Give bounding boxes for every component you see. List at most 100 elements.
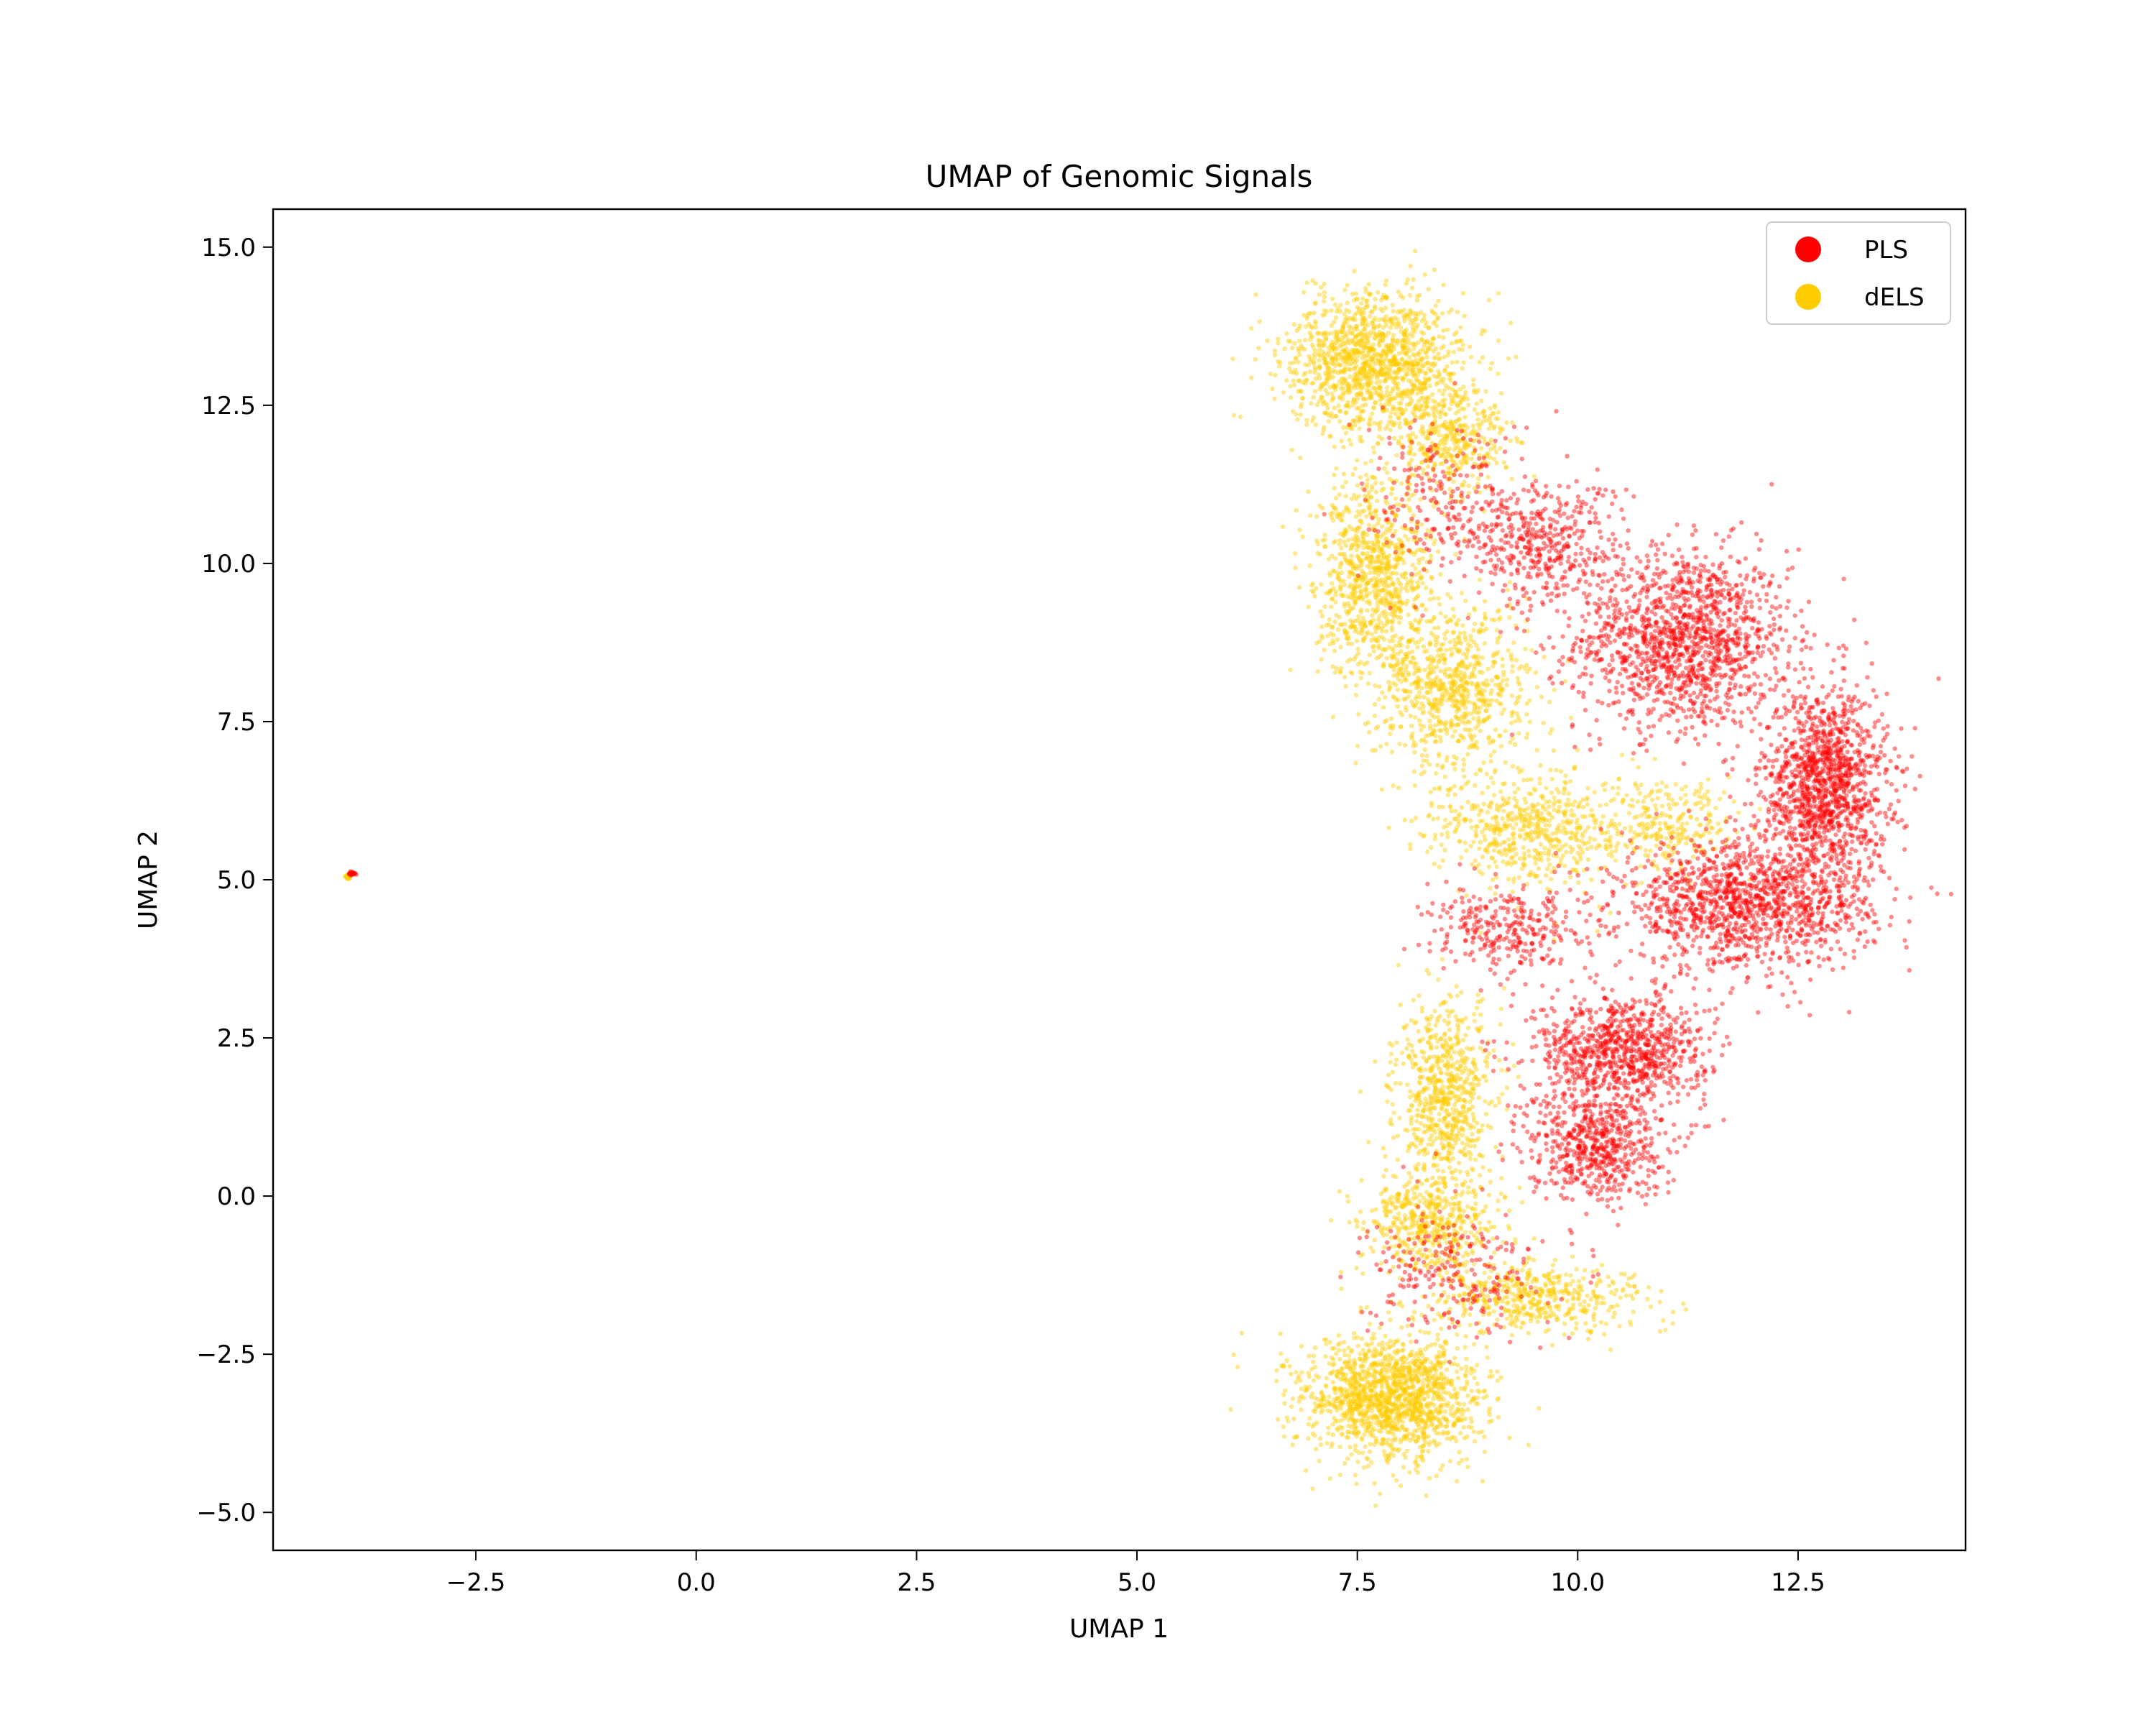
- scatter-point: [1400, 410, 1406, 415]
- scatter-point: [1353, 419, 1358, 424]
- scatter-point: [1445, 629, 1450, 634]
- scatter-point: [1395, 1133, 1401, 1138]
- scatter-point: [1404, 707, 1409, 713]
- scatter-point: [1447, 392, 1452, 397]
- scatter-point: [1397, 420, 1402, 426]
- scatter-point: [1561, 824, 1566, 830]
- scatter-point: [1396, 351, 1402, 356]
- scatter-point: [1480, 655, 1485, 660]
- scatter-point: [1379, 396, 1385, 401]
- scatter-point: [1554, 837, 1560, 842]
- scatter-point: [1404, 418, 1409, 423]
- scatter-point: [1404, 678, 1409, 683]
- scatter-point: [1333, 589, 1338, 594]
- scatter-point: [1473, 1207, 1478, 1212]
- scatter-point: [1437, 751, 1442, 757]
- scatter-point: [1405, 1148, 1411, 1154]
- scatter-point: [1315, 551, 1320, 556]
- scatter-point: [1519, 1200, 1525, 1205]
- scatter-point: [1436, 596, 1442, 601]
- scatter-point: [1432, 832, 1438, 838]
- scatter-point: [1348, 356, 1353, 362]
- scatter-point: [1461, 290, 1466, 296]
- scatter-point: [1441, 1169, 1446, 1174]
- scatter-point: [1340, 425, 1346, 430]
- scatter-point: [1544, 799, 1549, 805]
- scatter-point: [1445, 372, 1451, 377]
- scatter-point: [1533, 670, 1539, 675]
- scatter-point: [1555, 809, 1560, 814]
- scatter-point: [1371, 643, 1377, 649]
- scatter-point: [1399, 1050, 1405, 1056]
- scatter-point: [1441, 376, 1446, 382]
- scatter-point: [1309, 334, 1315, 340]
- scatter-point: [1369, 548, 1375, 553]
- scatter-point: [1465, 799, 1471, 805]
- scatter-point: [1513, 860, 1518, 865]
- scatter-point: [1329, 346, 1335, 352]
- scatter-point: [1348, 625, 1353, 630]
- scatter-point: [1381, 409, 1386, 414]
- scatter-point: [1359, 1178, 1364, 1183]
- scatter-point: [1332, 670, 1338, 675]
- scatter-point: [1521, 851, 1527, 856]
- scatter-point: [1428, 343, 1433, 348]
- scatter-point: [1529, 777, 1534, 782]
- scatter-point: [1514, 803, 1519, 809]
- scatter-point: [1512, 790, 1518, 795]
- scatter-point: [1429, 680, 1434, 686]
- scatter-point: [1442, 824, 1447, 830]
- scatter-point: [1411, 671, 1417, 676]
- scatter-point: [1608, 911, 1613, 916]
- scatter-point: [1417, 382, 1423, 387]
- scatter-point: [1417, 576, 1423, 581]
- scatter-point: [1325, 366, 1330, 371]
- scatter-point: [1539, 694, 1544, 699]
- scatter-point: [1367, 601, 1373, 607]
- scatter-point: [1340, 369, 1346, 374]
- scatter-point: [1421, 758, 1426, 763]
- scatter-point: [1391, 308, 1396, 314]
- scatter-point: [1498, 827, 1503, 832]
- scatter-point: [1332, 369, 1338, 374]
- scatter-point: [1317, 363, 1322, 369]
- scatter-point: [1422, 833, 1427, 838]
- scatter-point: [1386, 679, 1391, 685]
- scatter-point: [1308, 356, 1314, 362]
- scatter-point: [1383, 695, 1388, 700]
- scatter-point: [1426, 325, 1432, 331]
- scatter-point: [1368, 291, 1373, 297]
- scatter-point: [1405, 367, 1410, 373]
- scatter-point: [1305, 313, 1310, 318]
- scatter-point: [1515, 676, 1520, 681]
- scatter-point: [1457, 339, 1462, 344]
- scatter-point: [1327, 617, 1332, 622]
- scatter-point: [1364, 581, 1369, 586]
- scatter-point: [1514, 711, 1520, 716]
- scatter-point: [1350, 317, 1355, 322]
- scatter-point: [1354, 683, 1359, 688]
- scatter-point: [1288, 667, 1293, 673]
- scatter-point: [1365, 377, 1370, 382]
- scatter-point: [1388, 619, 1393, 624]
- scatter-point: [1360, 1348, 1365, 1353]
- scatter-point: [1360, 615, 1365, 621]
- scatter-point: [1358, 620, 1363, 625]
- scatter-point: [1428, 789, 1434, 795]
- scatter-point: [1437, 785, 1442, 790]
- scatter-point: [1516, 666, 1521, 671]
- scatter-point: [1348, 657, 1353, 662]
- scatter-point: [1456, 1460, 1462, 1466]
- scatter-point: [1416, 620, 1422, 626]
- scatter-point: [1523, 832, 1529, 837]
- scatter-point: [1613, 812, 1618, 817]
- scatter-point: [1448, 1037, 1453, 1042]
- scatter-point: [1395, 310, 1401, 315]
- scatter-point: [1504, 862, 1509, 867]
- scatter-point: [1294, 356, 1299, 361]
- scatter-point: [1392, 556, 1398, 561]
- scatter-point: [1405, 1128, 1410, 1133]
- scatter-point: [1434, 763, 1440, 768]
- scatter-point: [1418, 1081, 1423, 1086]
- scatter-point: [1410, 367, 1416, 373]
